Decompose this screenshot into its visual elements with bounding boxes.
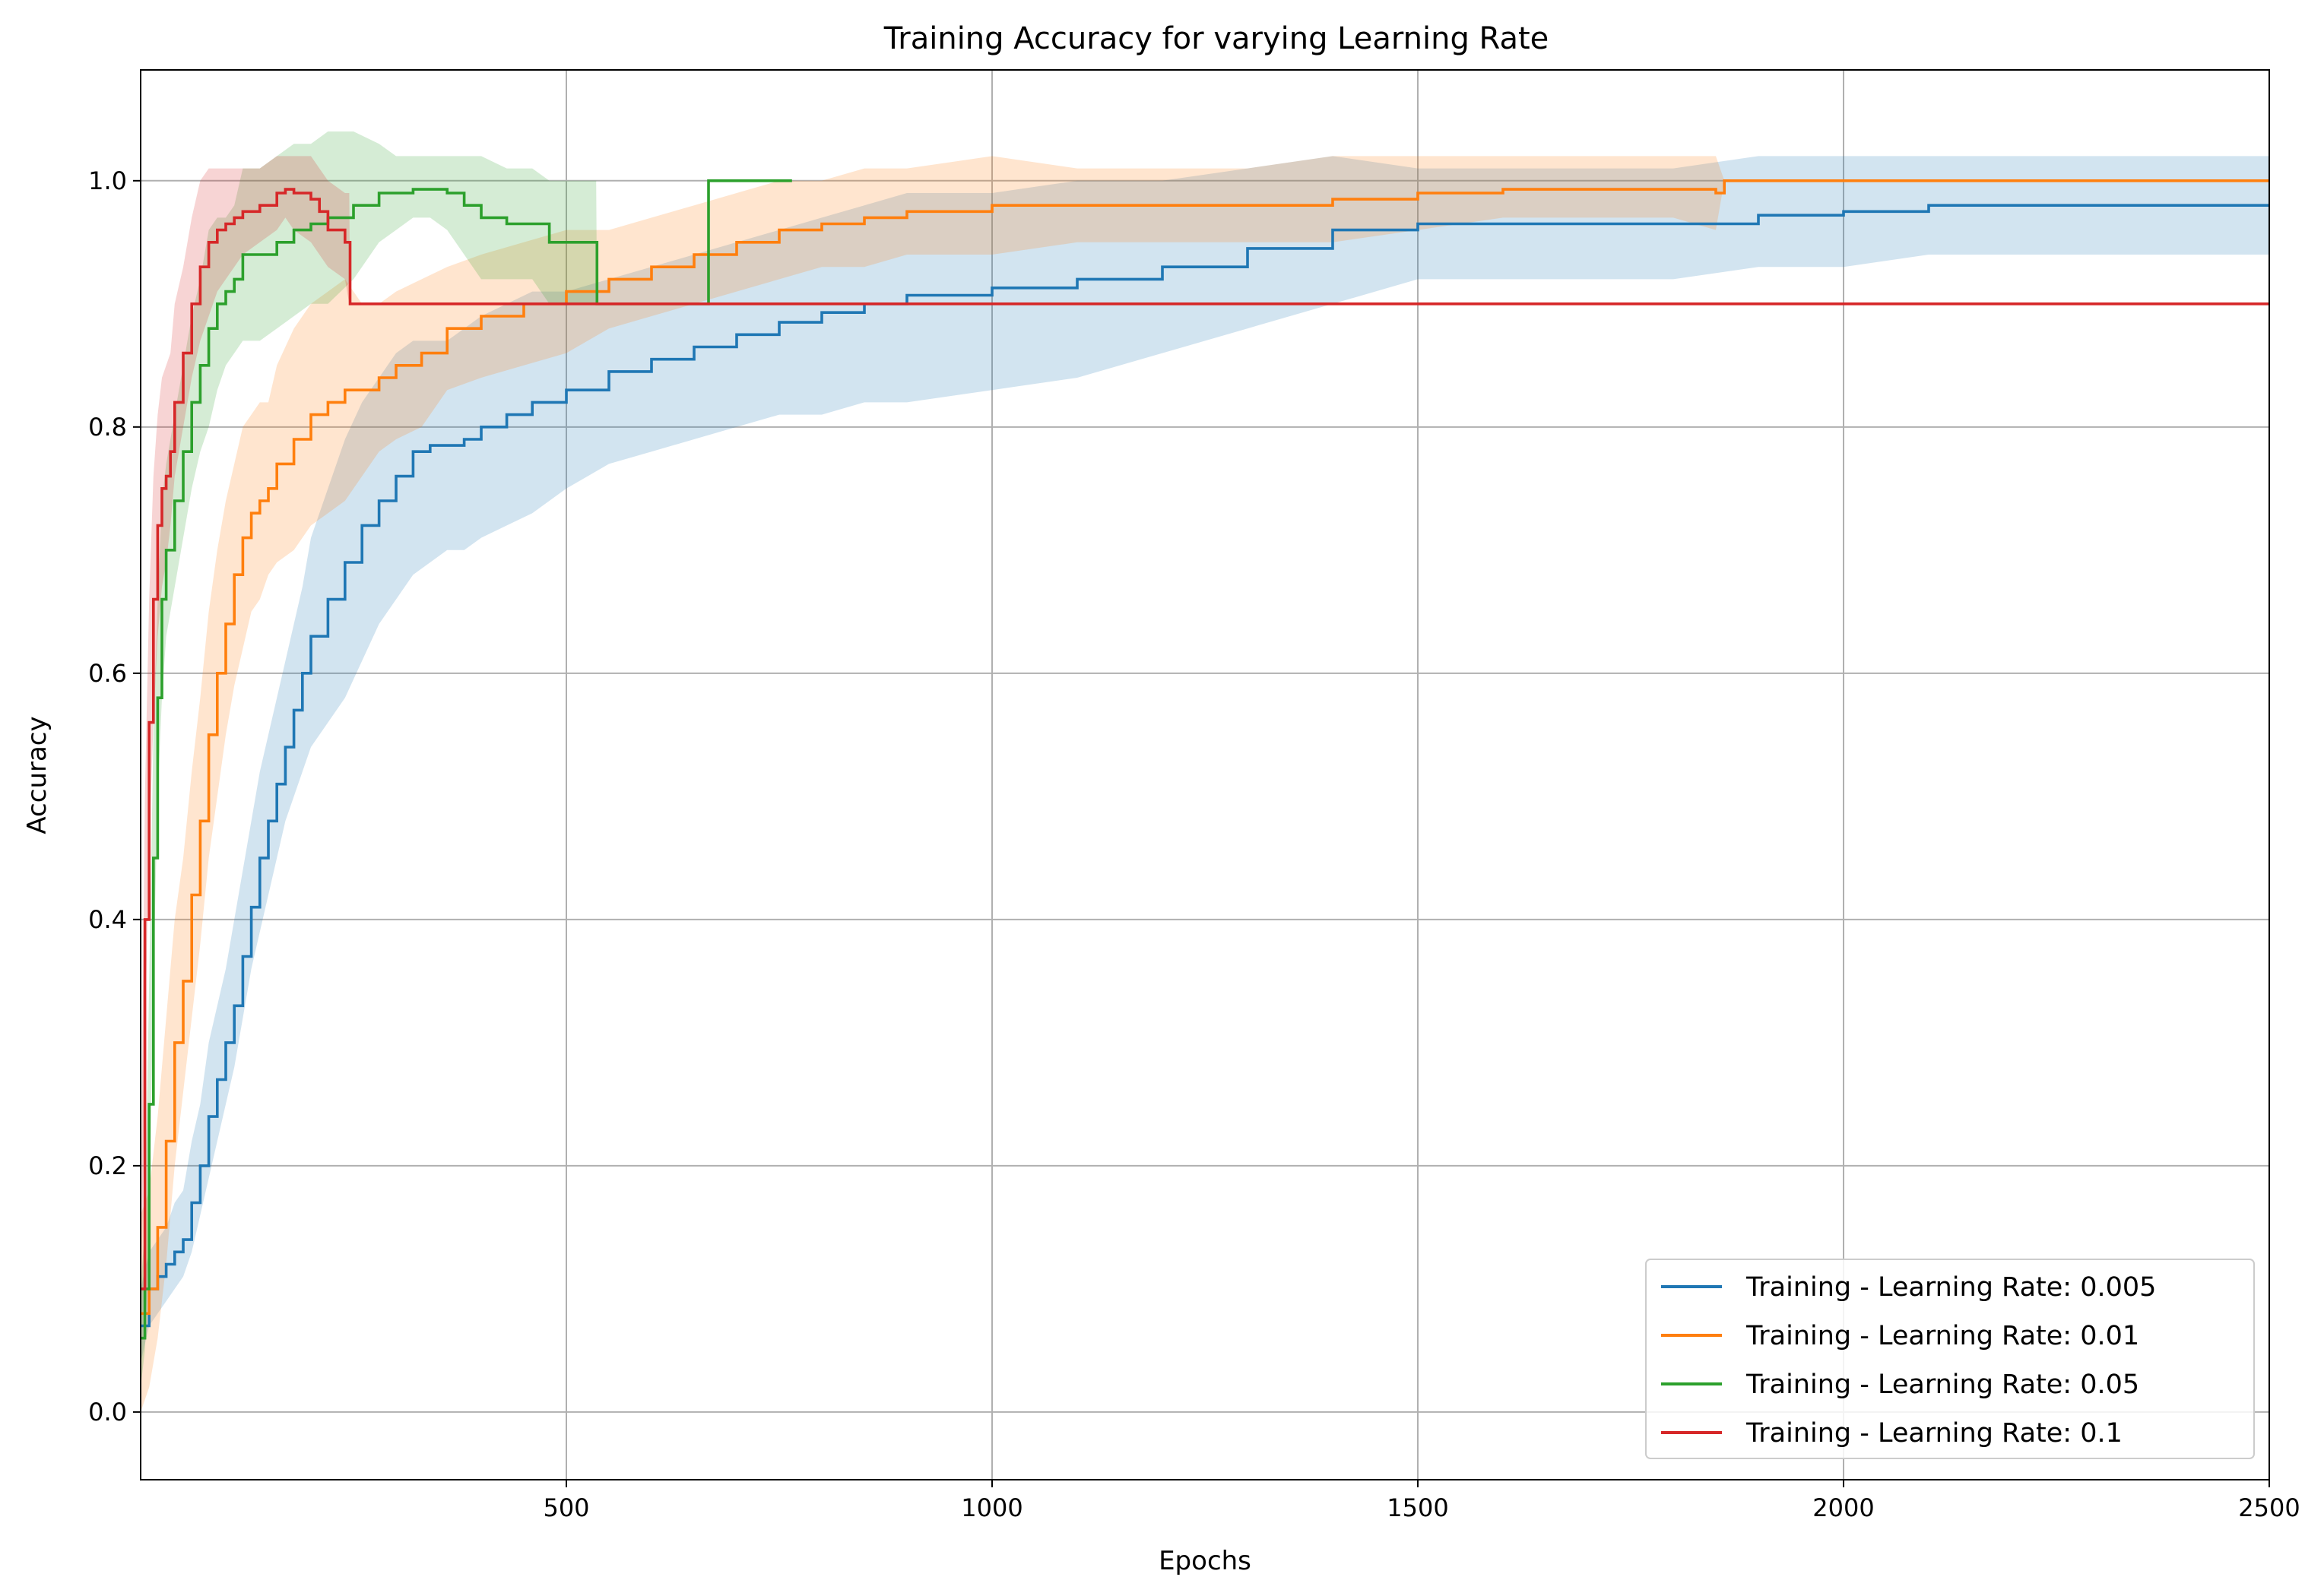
confidence-bands: [141, 131, 2269, 1412]
series-line: [141, 179, 2269, 1316]
y-axis: 0.0 0.2 0.4 0.6 0.8 1.0: [88, 166, 141, 1427]
legend-entry: Training - Learning Rate: 0.1: [1745, 1418, 2123, 1449]
legend: Training - Learning Rate: 0.005 Training …: [1645, 1259, 2255, 1459]
series-band: [141, 131, 792, 1388]
series-line: [141, 188, 2269, 1290]
x-tick-label: 2000: [1812, 1493, 1874, 1522]
y-tick-label: 0.4: [88, 905, 127, 934]
x-tick-label: 1000: [961, 1493, 1022, 1522]
x-tick-label: 1500: [1387, 1493, 1448, 1522]
series-line: [141, 204, 2269, 1328]
legend-entry: Training - Learning Rate: 0.05: [1745, 1370, 2139, 1400]
x-tick-label: 2500: [2238, 1493, 2300, 1522]
legend-entry: Training - Learning Rate: 0.005: [1745, 1272, 2156, 1303]
legend-entry: Training - Learning Rate: 0.01: [1745, 1321, 2139, 1351]
y-tick-label: 0.0: [88, 1398, 127, 1427]
y-tick-label: 1.0: [88, 166, 127, 195]
y-axis-label: Accuracy: [22, 716, 52, 834]
plot-frame: [140, 69, 2270, 1480]
chart-title: Training Accuracy for varying Learning R…: [883, 21, 1549, 56]
series-line: [141, 179, 792, 1340]
x-tick-label: 500: [543, 1493, 589, 1522]
y-tick-label: 0.2: [88, 1151, 127, 1180]
legend-box: [1645, 1259, 2255, 1459]
x-axis: 500 1000 1500 2000 2500: [543, 1480, 2300, 1522]
y-tick-label: 0.8: [88, 413, 127, 442]
x-axis-label: Epochs: [1159, 1546, 1251, 1576]
y-tick-label: 0.6: [88, 659, 127, 688]
series-lines: [141, 179, 2269, 1340]
